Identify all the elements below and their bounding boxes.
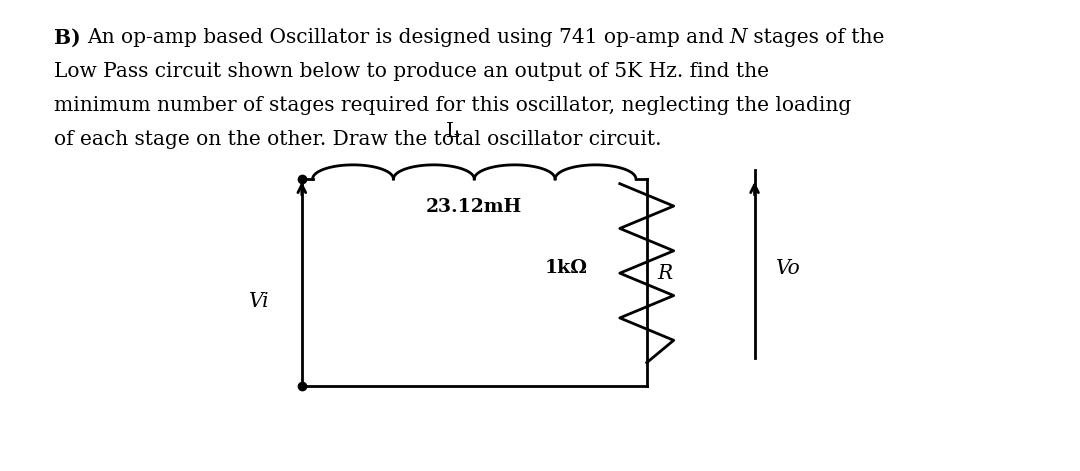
Text: minimum number of stages required for this oscillator, neglecting the loading: minimum number of stages required for th… (54, 96, 851, 115)
Text: stages of the: stages of the (747, 28, 885, 47)
Text: Vi: Vi (249, 292, 270, 311)
Text: of each stage on the other. Draw the total oscillator circuit.: of each stage on the other. Draw the tot… (54, 130, 661, 149)
Text: B): B) (54, 28, 87, 48)
Text: 1kΩ: 1kΩ (544, 260, 588, 277)
Text: L: L (446, 122, 459, 141)
Text: R: R (658, 264, 673, 283)
Text: Vo: Vo (777, 259, 801, 278)
Text: Low Pass circuit shown below to produce an output of 5K Hz. find the: Low Pass circuit shown below to produce … (54, 62, 769, 81)
Text: 23.12mH: 23.12mH (427, 198, 523, 216)
Text: N: N (730, 28, 747, 47)
Text: An op-amp based Oscillator is designed using 741 op-amp and: An op-amp based Oscillator is designed u… (87, 28, 731, 47)
